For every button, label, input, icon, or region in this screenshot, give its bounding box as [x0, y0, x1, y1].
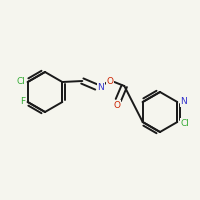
Text: O: O	[114, 100, 121, 110]
Text: Cl: Cl	[17, 77, 26, 86]
Text: O: O	[107, 77, 114, 86]
Text: N: N	[180, 98, 187, 106]
Text: F: F	[21, 98, 26, 106]
Text: Cl: Cl	[180, 118, 189, 128]
Text: N: N	[97, 82, 104, 92]
